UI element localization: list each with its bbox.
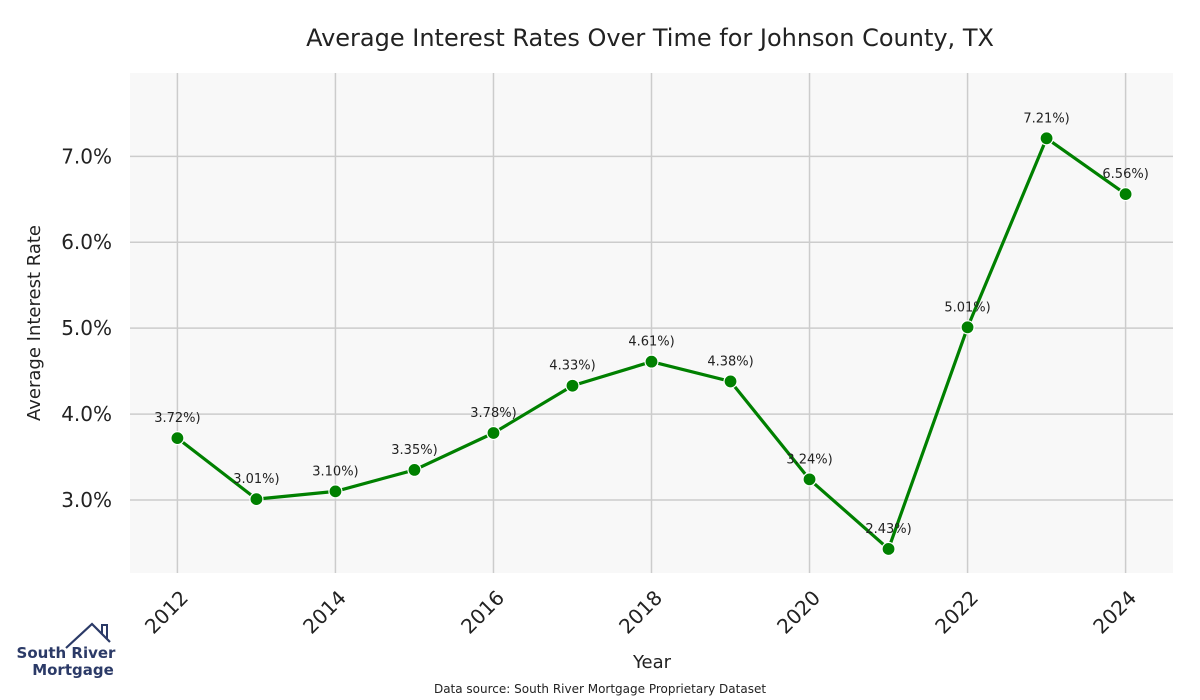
data-point (170, 431, 185, 446)
y-tick-label: 5.0% (61, 316, 112, 340)
x-tick-label: 2020 (772, 586, 825, 639)
data-label: 3.24%) (786, 452, 832, 467)
data-point (802, 472, 817, 487)
data-label: 4.61%) (628, 335, 674, 350)
y-tick-label: 3.0% (61, 488, 112, 512)
x-tick-label: 2022 (930, 586, 983, 639)
house-roof-icon (65, 622, 111, 649)
data-label: 3.01%) (233, 472, 279, 487)
data-label: 3.35%) (391, 443, 437, 458)
x-tick-label: 2024 (1088, 586, 1141, 639)
x-tick-label: 2016 (456, 586, 509, 639)
data-point (881, 541, 896, 557)
data-label: 5.01%) (944, 300, 990, 315)
data-point (960, 320, 975, 335)
data-label: 3.78%) (470, 406, 516, 421)
data-point (644, 354, 659, 369)
logo-text-line2: Mortgage (32, 661, 114, 679)
data-labels: 3.72%) 3.01%) 3.10%) 3.35%) 3.78%) 4.33%) 4.61… (154, 111, 1149, 537)
x-axis-label: Year (632, 652, 672, 673)
data-point (328, 484, 343, 499)
data-point (1118, 187, 1133, 202)
data-point (486, 425, 501, 441)
data-source-note: Data source: South River Mortgage Propri… (434, 682, 766, 696)
x-tick-label: 2014 (298, 586, 351, 639)
x-tick-label: 2012 (140, 586, 193, 639)
data-label: 3.72%) (154, 411, 200, 426)
data-point (1039, 131, 1054, 146)
company-logo: South River Mortgage (17, 622, 117, 679)
data-label: 2.43%) (865, 522, 911, 537)
data-point (249, 492, 264, 507)
chart-title: Average Interest Rates Over Time for Joh… (306, 24, 994, 52)
data-label: 6.56%) (1102, 167, 1148, 182)
y-tick-label: 6.0% (61, 230, 112, 254)
y-tick-label: 4.0% (61, 402, 112, 426)
data-point (723, 374, 738, 389)
data-label: 4.33%) (549, 359, 595, 374)
y-tick-label: 7.0% (61, 144, 112, 168)
x-tick-label: 2018 (614, 586, 667, 639)
y-axis-label: Average Interest Rate (24, 225, 45, 421)
data-point (565, 378, 580, 393)
logo-text-line1: South River (17, 644, 117, 662)
data-label: 3.10%) (312, 464, 358, 479)
data-points (170, 131, 1133, 557)
data-label: 7.21%) (1023, 111, 1069, 126)
data-label: 4.38%) (707, 354, 753, 369)
data-point (407, 462, 422, 478)
